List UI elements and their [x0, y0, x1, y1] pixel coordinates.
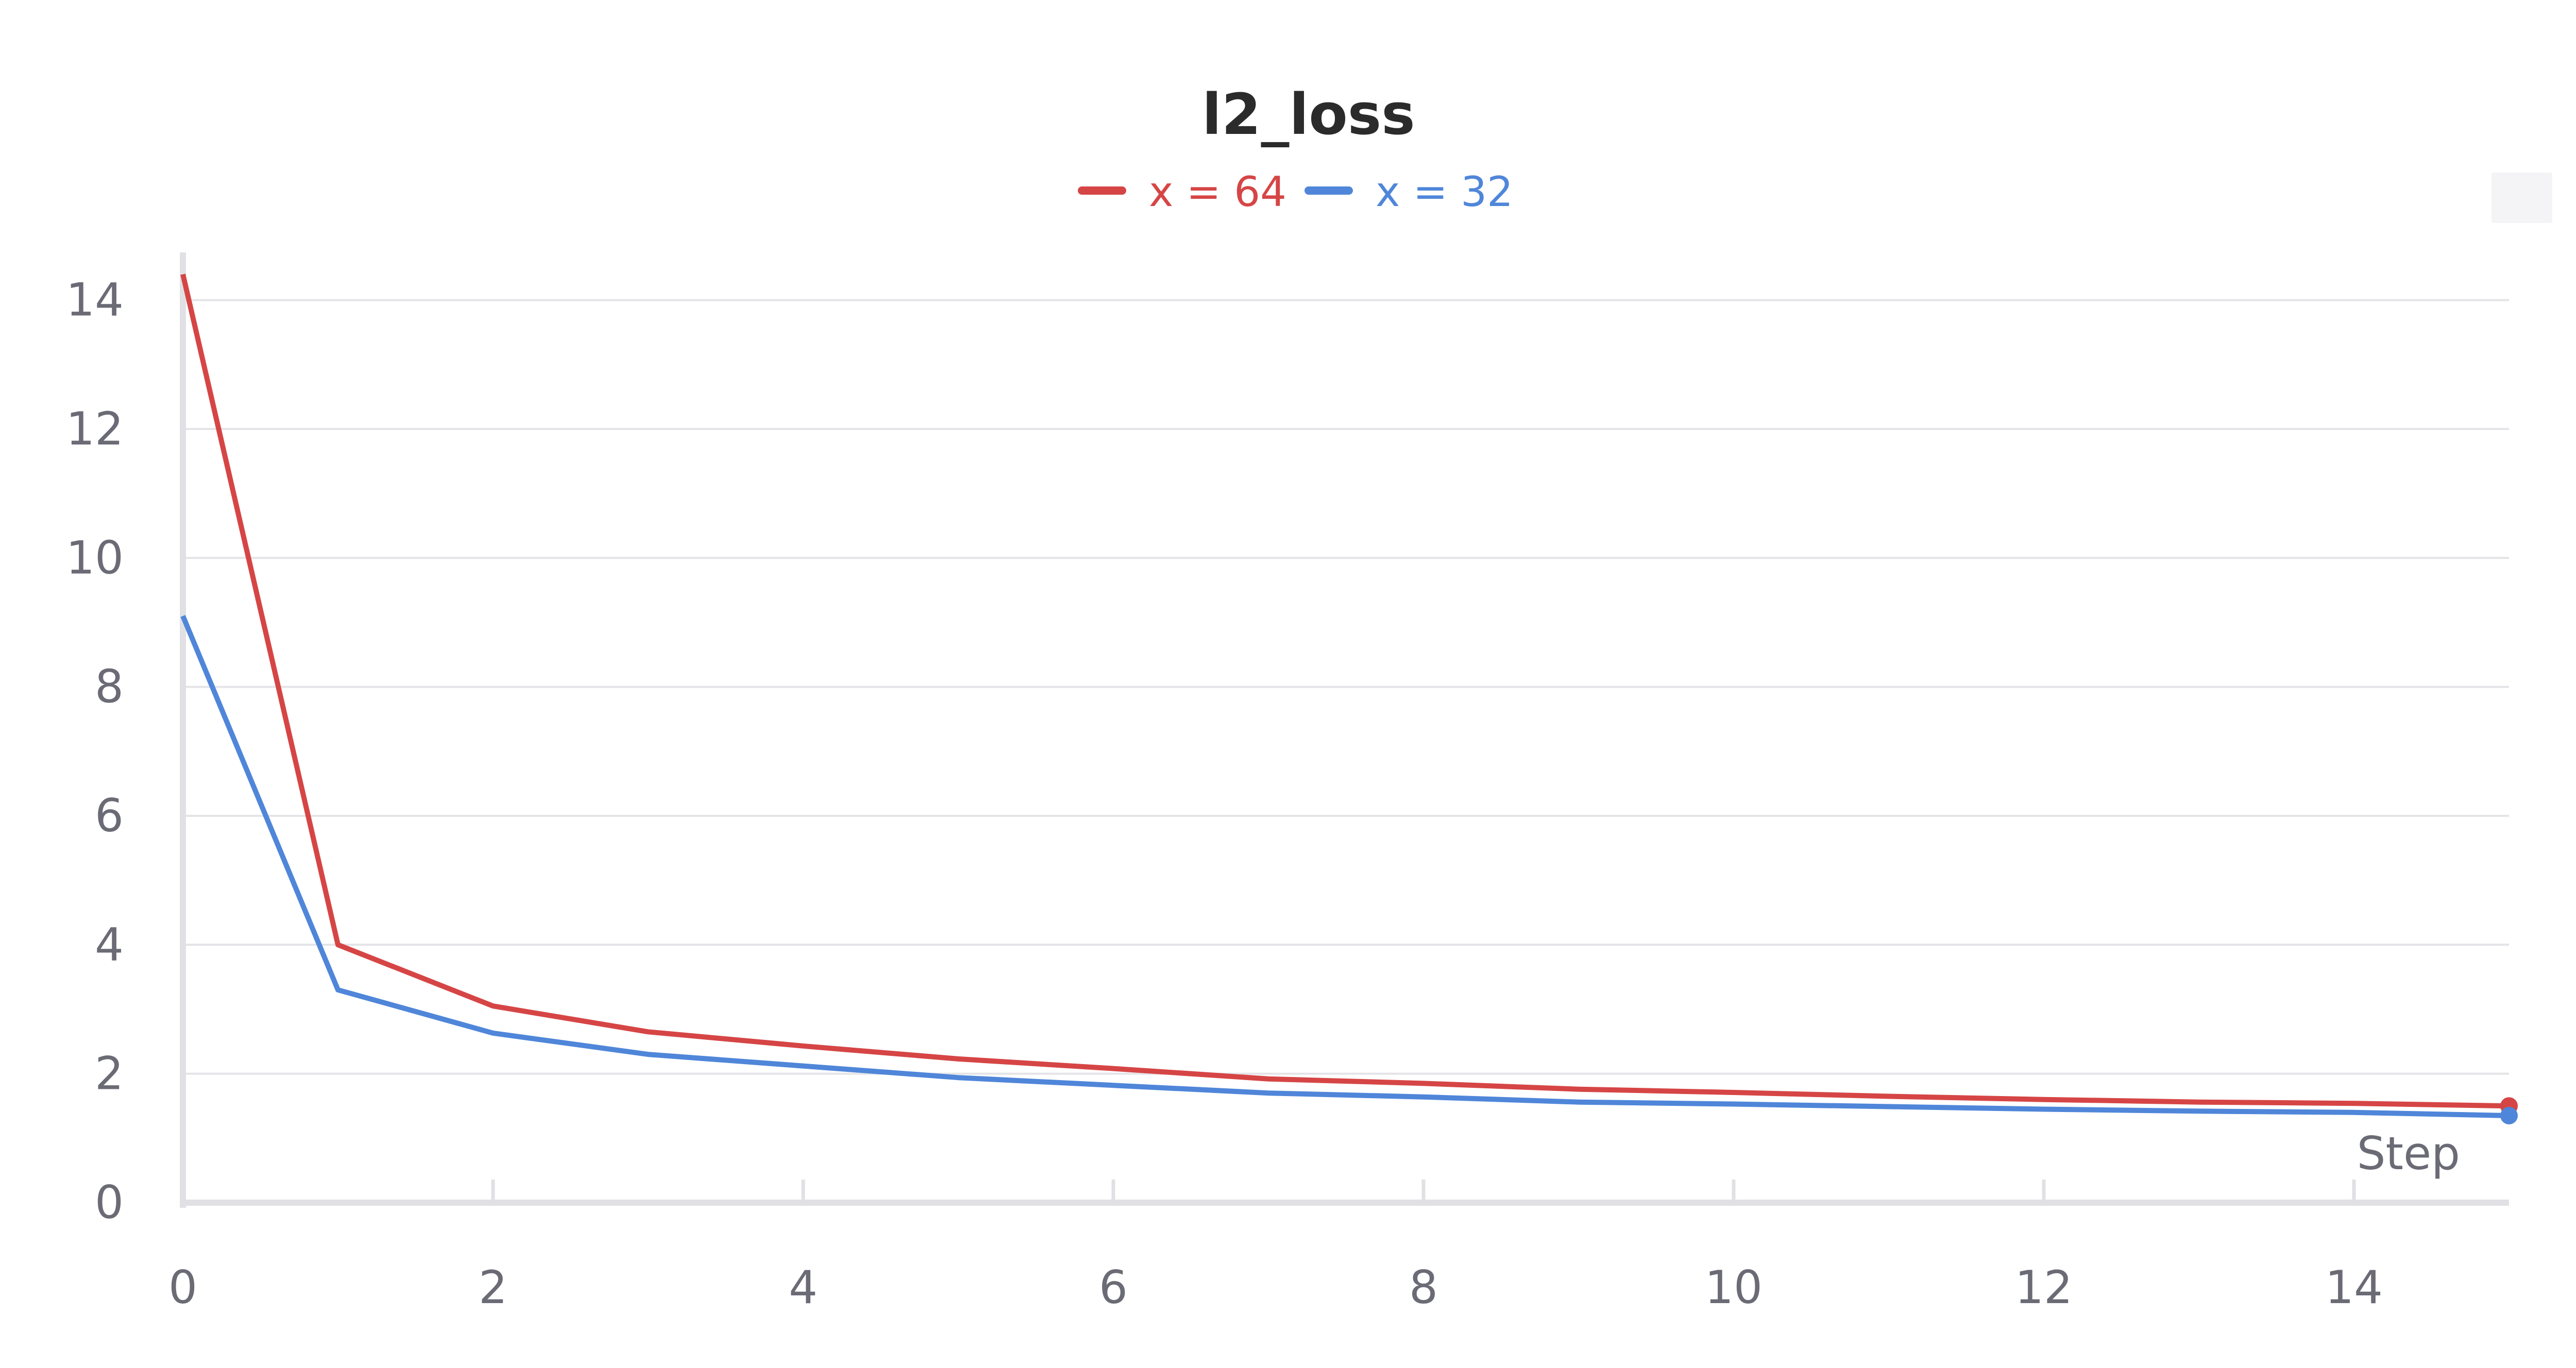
chart-options-button[interactable]: [2492, 173, 2552, 223]
series-end-point: [2500, 1107, 2518, 1125]
legend-label: x = 32: [1376, 168, 1513, 216]
y-tick-label: 0: [95, 1176, 124, 1229]
x-axis: 0 2 4 6 8 10 12 14: [168, 1179, 2509, 1314]
y-axis: 0 2 4 6 8 10 12 14: [66, 252, 186, 1229]
x-tick-label: 4: [789, 1261, 818, 1314]
grid-lines: [183, 299, 2509, 1075]
y-tick-label: 2: [95, 1047, 124, 1100]
y-tick-label: 8: [95, 660, 124, 713]
x-tick-label: 12: [2015, 1261, 2073, 1314]
x-axis-title: Step: [2357, 1127, 2460, 1180]
chart-legend: x = 64 x = 32: [1078, 168, 1513, 216]
series-lines: [180, 273, 2518, 1125]
y-tick-label: 14: [66, 273, 124, 327]
y-tick-label: 10: [66, 531, 124, 584]
y-tick-label: 6: [95, 789, 124, 842]
series-line: [180, 614, 2510, 1118]
y-tick-label: 4: [95, 918, 124, 971]
series-line: [180, 273, 2510, 1109]
x-tick-label: 8: [1409, 1261, 1438, 1314]
x-tick-label: 2: [479, 1261, 507, 1314]
x-tick-label: 0: [168, 1261, 197, 1314]
x-tick-label: 6: [1099, 1261, 1128, 1314]
x-tick-label: 10: [1705, 1261, 1762, 1314]
legend-label: x = 64: [1149, 168, 1286, 216]
y-tick-label: 12: [66, 402, 124, 455]
x-tick-label: 14: [2325, 1261, 2383, 1314]
chart-title: l2_loss: [1202, 81, 1415, 147]
